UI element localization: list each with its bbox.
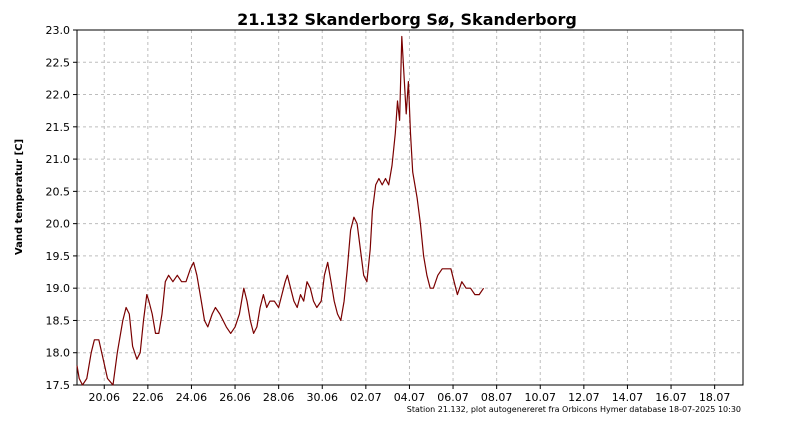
y-tick-label: 21.5 (46, 121, 71, 134)
x-tick-label: 12.07 (568, 391, 600, 404)
y-tick-label: 19.0 (46, 282, 71, 295)
x-tick-label: 22.06 (132, 391, 164, 404)
x-tick-label: 16.07 (655, 391, 687, 404)
x-tick-label: 06.07 (437, 391, 469, 404)
y-tick-label: 18.5 (46, 314, 71, 327)
x-tick-label: 04.07 (394, 391, 426, 404)
x-tick-label: 18.07 (699, 391, 731, 404)
y-axis-ticks: 17.5 18.0 18.5 19.0 19.5 20.0 20.5 21.0 21.5 22.0… (46, 24, 77, 392)
x-tick-label: 20.06 (89, 391, 121, 404)
x-tick-label: 28.06 (263, 391, 295, 404)
y-tick-label: 18.0 (46, 347, 71, 360)
x-tick-label: 10.07 (525, 391, 557, 404)
x-tick-label: 26.06 (219, 391, 251, 404)
y-axis-label: Vand temperatur [C] (14, 139, 25, 255)
y-tick-label: 20.0 (46, 218, 71, 231)
y-tick-label: 23.0 (46, 24, 71, 37)
y-tick-label: 21.0 (46, 153, 71, 166)
y-tick-label: 17.5 (46, 379, 71, 392)
series-line (76, 35, 485, 386)
chart-title: 21.132 Skanderborg Sø, Skanderborg (237, 10, 577, 29)
y-tick-label: 20.5 (46, 185, 71, 198)
x-tick-label: 08.07 (481, 391, 513, 404)
series-group (76, 35, 485, 386)
grid-lines (77, 30, 743, 385)
x-tick-label: 24.06 (176, 391, 208, 404)
x-tick-label: 02.07 (350, 391, 382, 404)
plot-frame (76, 29, 744, 386)
y-tick-label: 22.0 (46, 89, 71, 102)
chart-footer: Station 21.132, plot autogenereret fra O… (407, 405, 741, 414)
x-axis-ticks: 20.06 22.06 24.06 26.06 28.06 30.06 02.07 04.07… (89, 385, 731, 404)
y-tick-label: 22.5 (46, 56, 71, 69)
y-tick-label: 19.5 (46, 250, 71, 263)
x-tick-label: 14.07 (612, 391, 644, 404)
x-tick-label: 30.06 (307, 391, 339, 404)
